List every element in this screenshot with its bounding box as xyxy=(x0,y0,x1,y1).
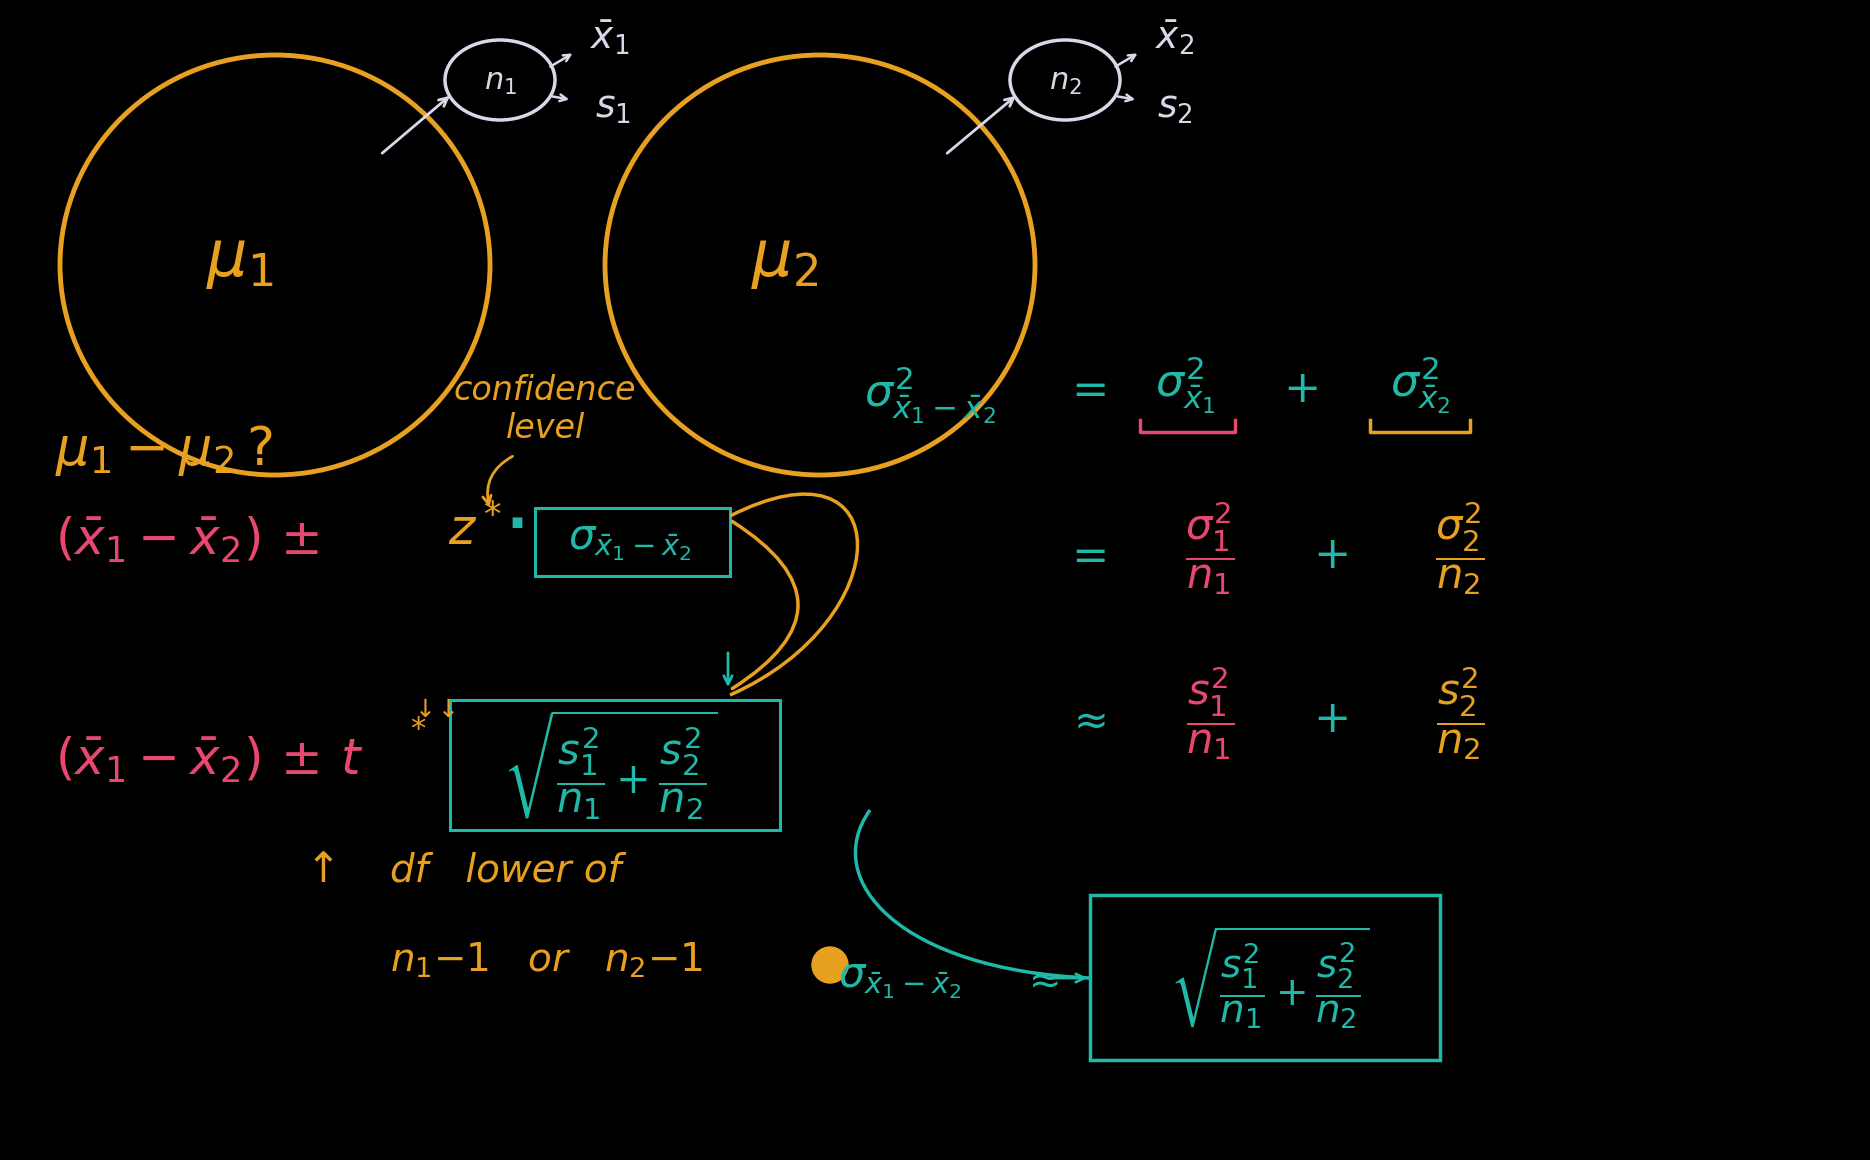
Text: $*$: $*$ xyxy=(410,713,426,742)
Text: $+$: $+$ xyxy=(1313,534,1346,577)
Text: $\sqrt{\dfrac{s_1^2}{n_1} + \dfrac{s_2^2}{n_2}}$: $\sqrt{\dfrac{s_1^2}{n_1} + \dfrac{s_2^2… xyxy=(1171,925,1371,1031)
Text: $n_1{-}1$   or   $n_2{-}1$: $n_1{-}1$ or $n_2{-}1$ xyxy=(391,941,703,980)
Text: $\uparrow$: $\uparrow$ xyxy=(297,849,333,891)
Text: $+$: $+$ xyxy=(1313,698,1346,741)
Text: $n_2$: $n_2$ xyxy=(1049,67,1081,96)
Bar xyxy=(535,508,729,577)
Text: $\dfrac{\sigma_2^2}{n_2}$: $\dfrac{\sigma_2^2}{n_2}$ xyxy=(1434,499,1485,597)
Text: $\boldsymbol{\cdot}$: $\boldsymbol{\cdot}$ xyxy=(507,498,524,552)
Text: $\sigma^2_{\bar{x}_2}$: $\sigma^2_{\bar{x}_2}$ xyxy=(1389,354,1451,415)
Text: df   lower of: df lower of xyxy=(391,851,621,889)
Text: $\approx$: $\approx$ xyxy=(1064,699,1105,741)
Text: $(\bar{x}_1 - \bar{x}_2)\,\pm$: $(\bar{x}_1 - \bar{x}_2)\,\pm$ xyxy=(54,515,320,565)
Text: $\sigma_{\bar{x}_1 - \bar{x}_2}$: $\sigma_{\bar{x}_1 - \bar{x}_2}$ xyxy=(568,521,692,563)
Text: $\approx$: $\approx$ xyxy=(1021,960,1058,999)
Text: $\bar{x}_2$: $\bar{x}_2$ xyxy=(1156,19,1195,58)
Bar xyxy=(451,699,780,831)
Text: $s_2$: $s_2$ xyxy=(1158,90,1193,126)
Text: $(\bar{x}_1 - \bar{x}_2)\,\pm\,t$: $(\bar{x}_1 - \bar{x}_2)\,\pm\,t$ xyxy=(54,735,363,785)
Text: $\sigma_{\bar{x}_1 - \bar{x}_2}$: $\sigma_{\bar{x}_1 - \bar{x}_2}$ xyxy=(838,959,961,1001)
Text: level: level xyxy=(505,412,585,444)
Text: $\mu_1$: $\mu_1$ xyxy=(206,229,273,291)
Circle shape xyxy=(812,947,847,983)
Text: $\dfrac{\sigma_1^2}{n_1}$: $\dfrac{\sigma_1^2}{n_1}$ xyxy=(1186,499,1234,597)
Text: confidence: confidence xyxy=(454,374,636,406)
Text: $s_1$: $s_1$ xyxy=(595,90,630,126)
Text: $\sigma^2_{\bar{x}_1 - \bar{x}_2}$: $\sigma^2_{\bar{x}_1 - \bar{x}_2}$ xyxy=(864,364,997,426)
Text: $\sqrt{\dfrac{s_1^2}{n_1} + \dfrac{s_2^2}{n_2}}$: $\sqrt{\dfrac{s_1^2}{n_1} + \dfrac{s_2^2… xyxy=(503,709,716,821)
Bar xyxy=(1090,896,1440,1060)
Text: $\dfrac{s_1^2}{n_1}$: $\dfrac{s_1^2}{n_1}$ xyxy=(1186,664,1234,762)
Text: $\downarrow\!\!\downarrow$: $\downarrow\!\!\downarrow$ xyxy=(410,698,456,722)
Text: $\mu_1 - \mu_2\,?$: $\mu_1 - \mu_2\,?$ xyxy=(54,422,273,478)
Text: $\sigma^2_{\bar{x}_1}$: $\sigma^2_{\bar{x}_1}$ xyxy=(1154,354,1216,415)
Text: $n_1$: $n_1$ xyxy=(484,67,516,96)
FancyArrowPatch shape xyxy=(733,522,798,689)
Text: $+$: $+$ xyxy=(1283,369,1316,412)
Text: $\mu_2$: $\mu_2$ xyxy=(752,229,819,291)
Text: $\dfrac{s_2^2}{n_2}$: $\dfrac{s_2^2}{n_2}$ xyxy=(1436,664,1485,762)
Text: $z^*$: $z^*$ xyxy=(449,506,501,554)
Text: $\bar{x}_1$: $\bar{x}_1$ xyxy=(591,19,630,58)
Text: $=$: $=$ xyxy=(1064,534,1107,577)
Text: $=$: $=$ xyxy=(1064,369,1107,412)
